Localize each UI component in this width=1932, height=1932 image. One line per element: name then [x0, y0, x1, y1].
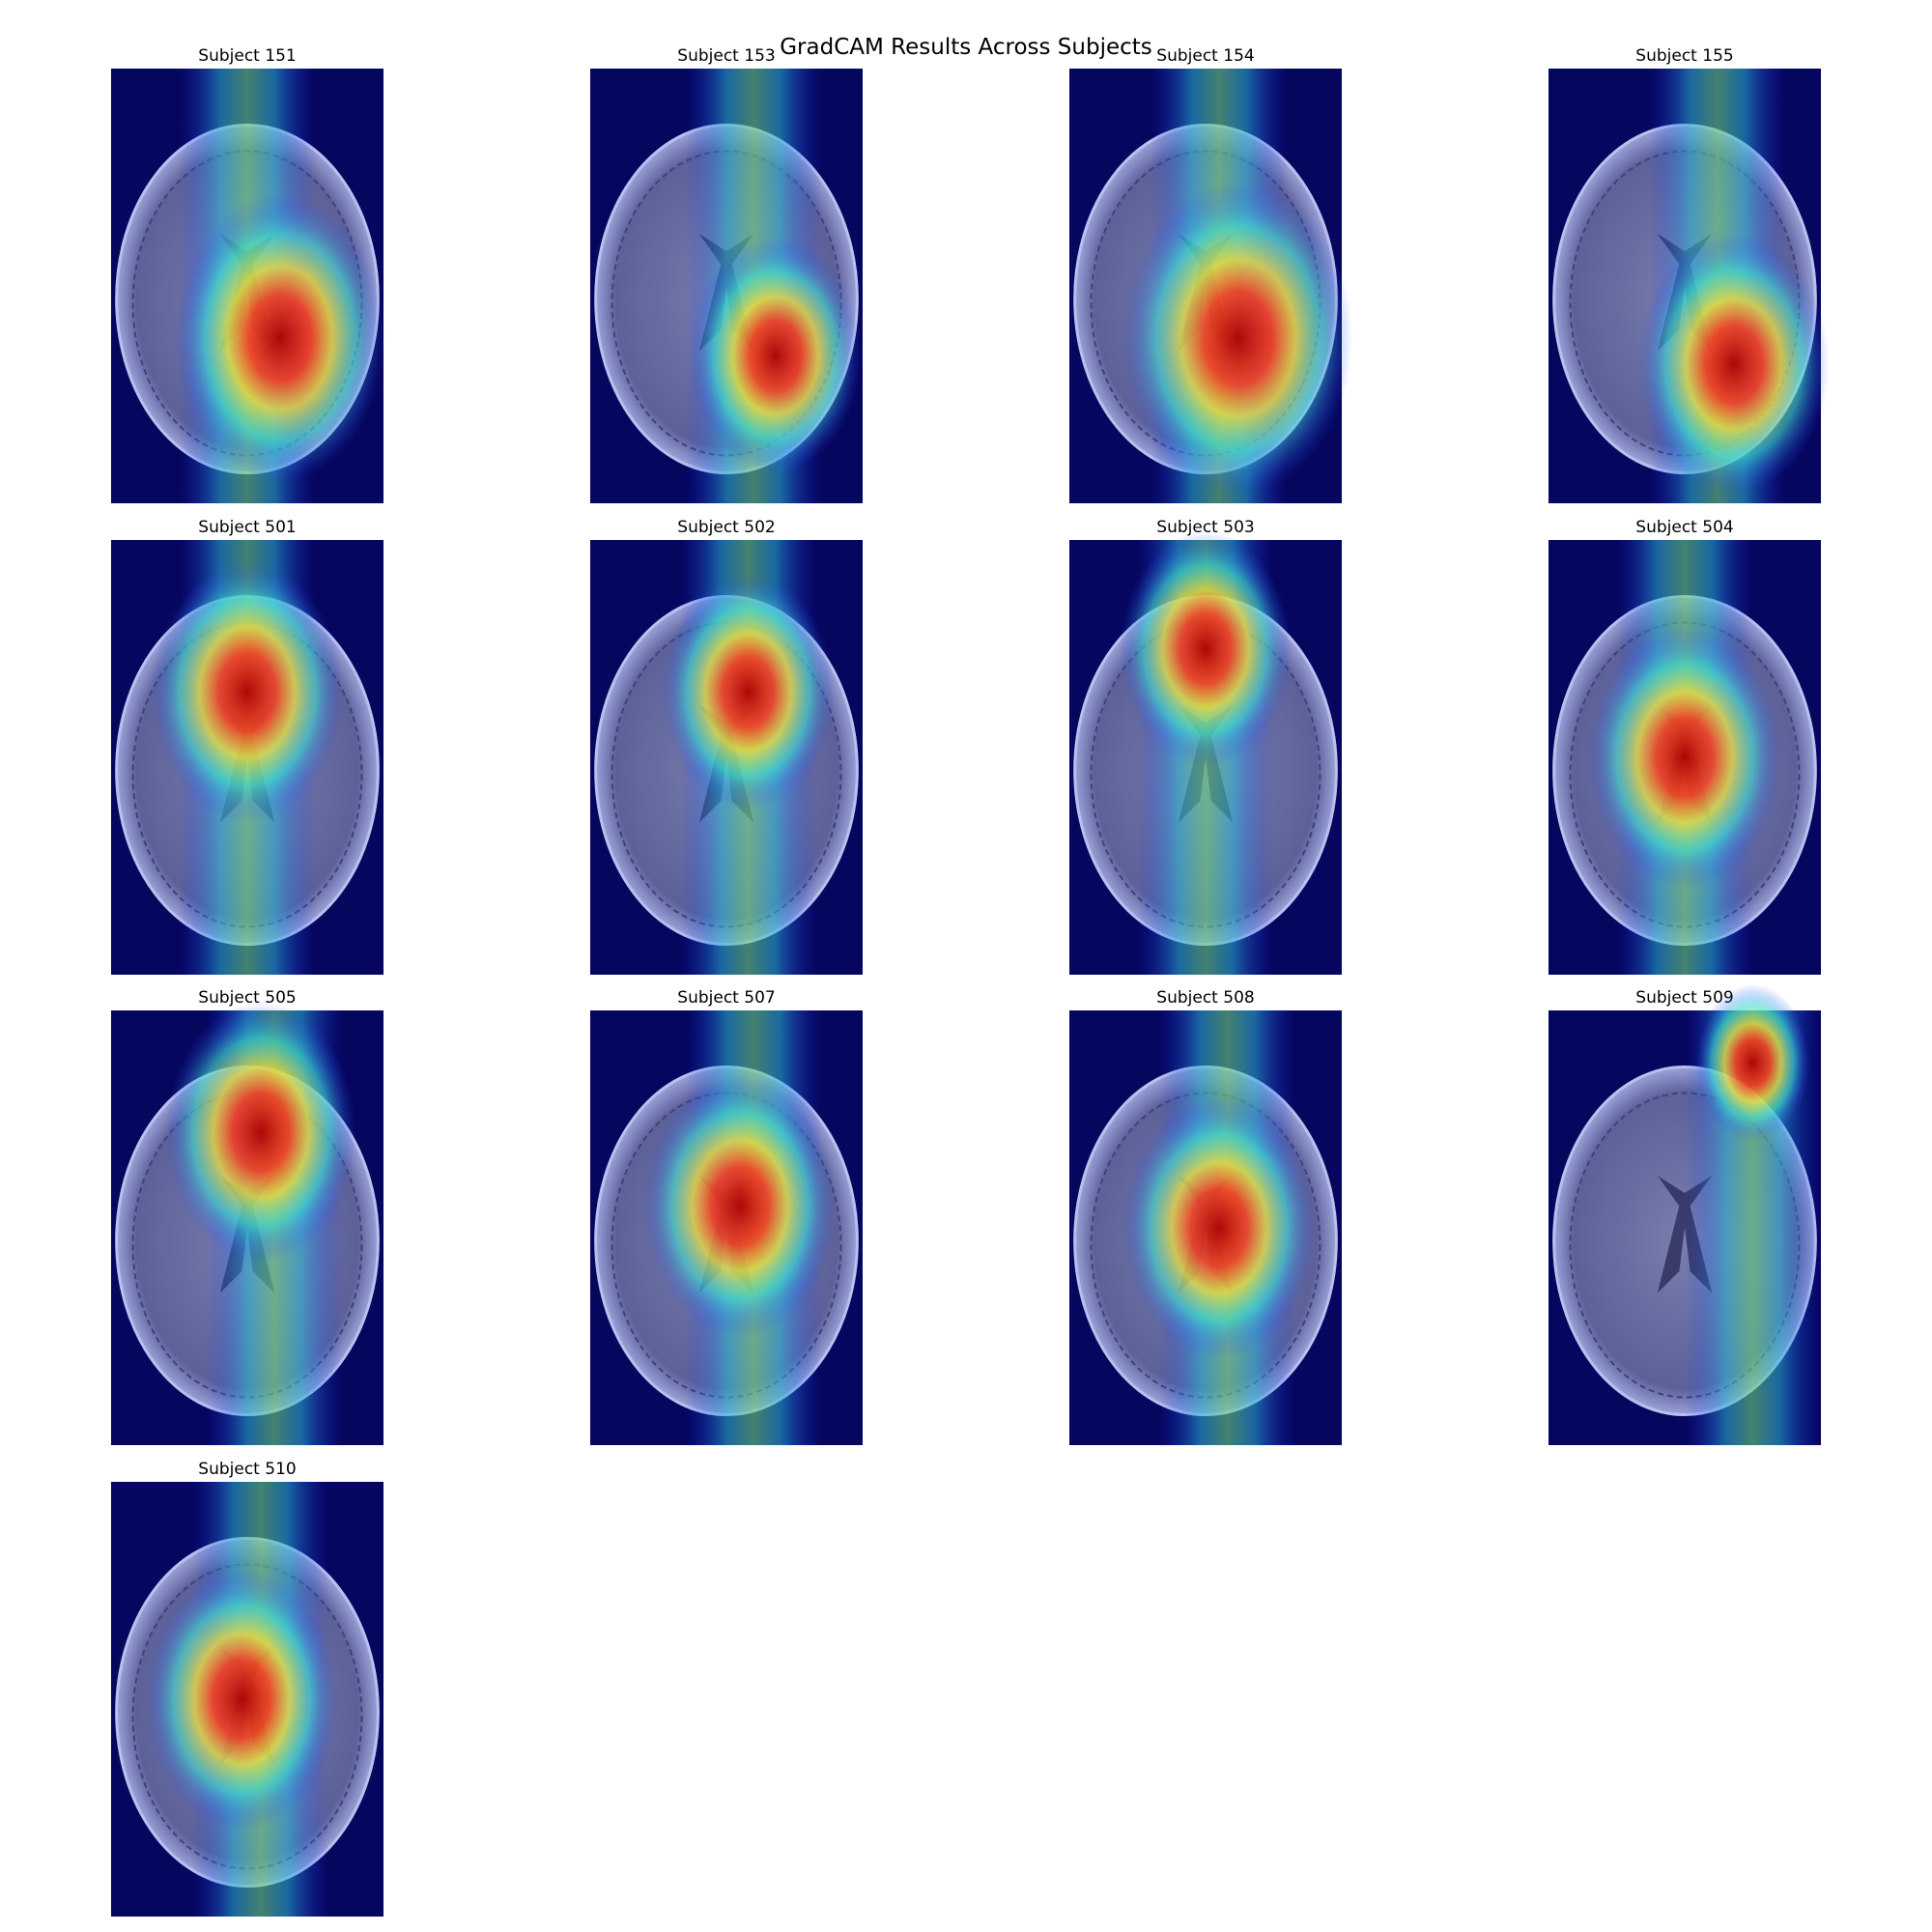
- heat-blob: [1123, 1097, 1315, 1358]
- panel-title: Subject 502: [677, 518, 775, 537]
- gradcam-image: [590, 69, 863, 503]
- panel-title: Subject 504: [1635, 518, 1733, 537]
- gradcam-image: [590, 1010, 863, 1445]
- heat-blob: [1695, 984, 1810, 1141]
- heat-blob: [662, 575, 835, 810]
- gradcam-image: [1069, 1010, 1342, 1445]
- panel-title: Subject 153: [677, 46, 775, 66]
- heat-blob: [165, 1002, 356, 1263]
- panel-title: Subject 503: [1156, 518, 1254, 537]
- gradcam-image: [1548, 69, 1830, 503]
- gradcam-image: [111, 1482, 384, 1917]
- gradcam-image: [1548, 540, 1821, 975]
- heat-blob: [1120, 531, 1292, 766]
- panel-title: Subject 509: [1635, 988, 1733, 1008]
- panel-title: Subject 154: [1156, 46, 1254, 66]
- gradcam-image: [111, 1002, 384, 1445]
- heat-blob: [689, 238, 862, 473]
- heat-blob: [1589, 627, 1780, 888]
- gradcam-image: [590, 540, 863, 975]
- heat-blob: [152, 561, 343, 823]
- gradcam-image: [1069, 69, 1353, 503]
- panel-title: Subject 510: [198, 1460, 296, 1479]
- panel-title: Subject 501: [198, 518, 296, 537]
- heat-blob: [146, 1569, 338, 1830]
- gradcam-image: [1548, 984, 1821, 1445]
- panel-title: Subject 507: [677, 988, 775, 1008]
- gradcam-image: [111, 540, 384, 975]
- panel-title: Subject 155: [1635, 46, 1733, 66]
- heat-blob: [644, 1075, 836, 1337]
- main-title: GradCAM Results Across Subjects: [780, 35, 1152, 60]
- gradcam-image: [1069, 531, 1342, 975]
- heat-blob: [1123, 182, 1353, 495]
- panel-title: Subject 151: [198, 46, 296, 66]
- gradcam-image: [111, 69, 385, 503]
- heat-blob: [175, 194, 385, 482]
- panel-title: Subject 508: [1156, 988, 1254, 1008]
- heat-blob: [1638, 234, 1830, 495]
